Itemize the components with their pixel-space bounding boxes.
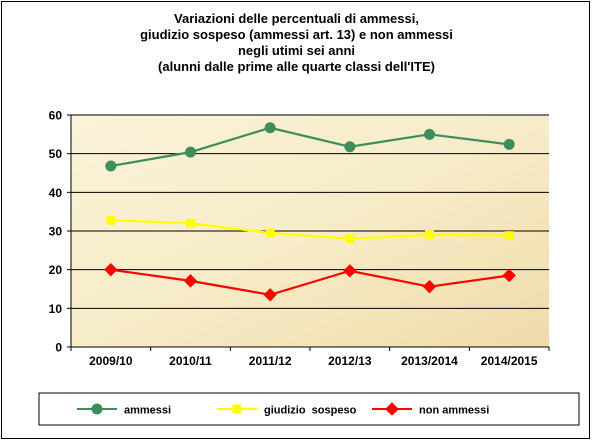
point-ammessi-2009-10	[105, 160, 117, 172]
point-giudizio-sospeso-2009-10	[106, 215, 116, 225]
point-giudizio-sospeso-2010-11	[186, 218, 195, 228]
y-tick-label-50: 50	[49, 147, 63, 161]
x-tick-label-2013-2014: 2013/2014	[401, 354, 458, 368]
chart-title: Variazioni delle percentuali di ammessi,…	[0, 11, 593, 75]
y-tick-label-30: 30	[49, 225, 63, 239]
chart-title-line-2: giudizio sospeso (ammessi art. 13) e non…	[140, 27, 453, 42]
point-ammessi-2011-12	[264, 122, 276, 134]
x-tick-label-2010-11: 2010/11	[169, 354, 212, 368]
y-tick-label-0: 0	[55, 341, 62, 355]
legend-label-giudizio-sospeso: giudizio sospeso	[264, 405, 357, 417]
point-non-ammessi-2013-2014	[422, 279, 437, 294]
legend-label-ammessi: ammessi	[124, 405, 171, 417]
x-tick-label-2011-12: 2011/12	[249, 354, 292, 368]
series-line-non-ammessi	[110, 268, 510, 296]
legend-marker-ammessi	[91, 403, 103, 415]
point-non-ammessi-2010-11	[183, 274, 198, 288]
point-giudizio-sospeso-2011-12	[265, 228, 275, 238]
legend-marker-giudizio-sospeso	[232, 404, 242, 414]
point-ammessi-2012-13	[344, 141, 356, 153]
chart-title-line-1: Variazioni delle percentuali di ammessi,	[174, 11, 419, 26]
x-tick-label-2009-10: 2009/10	[89, 354, 133, 368]
legend-marker-non-ammessi	[385, 402, 399, 416]
y-tick-label-40: 40	[49, 186, 63, 200]
series-non-ammessi	[104, 262, 516, 302]
y-tick-label-20: 20	[49, 263, 63, 277]
x-tick-label-2014-2015: 2014/2015	[481, 354, 538, 368]
legend-box	[38, 392, 580, 426]
series-ammessi	[105, 122, 515, 172]
point-ammessi-2010-11	[185, 146, 196, 158]
point-ammessi-2013-2014	[424, 128, 435, 140]
chart-title-line-4: (alunni dalle prime alle quarte classi d…	[158, 59, 435, 74]
point-giudizio-sospeso-2014-2015	[504, 231, 514, 241]
point-non-ammessi-2014-2015	[502, 268, 516, 283]
x-tick-label-2012-13: 2012/13	[328, 354, 372, 368]
y-tick-label-60: 60	[49, 109, 63, 123]
legend-label-non-ammessi: non ammessi	[419, 405, 489, 417]
point-giudizio-sospeso-2012-13	[345, 234, 355, 244]
series-giudizio-sospeso	[106, 215, 514, 244]
series-line-ammessi	[110, 126, 510, 168]
point-non-ammessi-2012-13	[343, 264, 357, 278]
point-ammessi-2014-2015	[503, 138, 515, 150]
y-tick-label-10: 10	[49, 302, 63, 316]
point-non-ammessi-2011-12	[263, 288, 277, 302]
point-non-ammessi-2009-10	[104, 262, 118, 277]
point-giudizio-sospeso-2013-2014	[425, 230, 434, 240]
chart-title-line-3: negli utimi sei anni	[237, 43, 356, 58]
series-line-giudizio-sospeso	[110, 219, 510, 240]
